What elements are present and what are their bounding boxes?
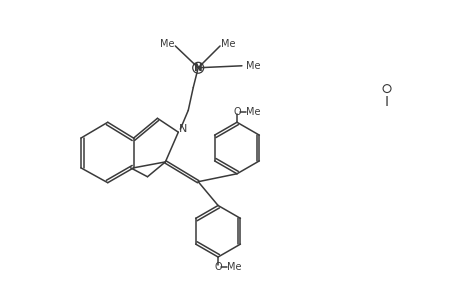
Text: N: N (179, 124, 187, 134)
Text: Me: Me (245, 61, 259, 71)
Text: N: N (193, 63, 202, 73)
Text: Me: Me (160, 39, 174, 49)
Text: O: O (233, 107, 240, 117)
Text: I: I (384, 95, 388, 110)
Text: Me: Me (245, 107, 259, 117)
Text: Me: Me (226, 262, 241, 272)
Text: Me: Me (220, 39, 235, 49)
Text: O: O (214, 262, 221, 272)
